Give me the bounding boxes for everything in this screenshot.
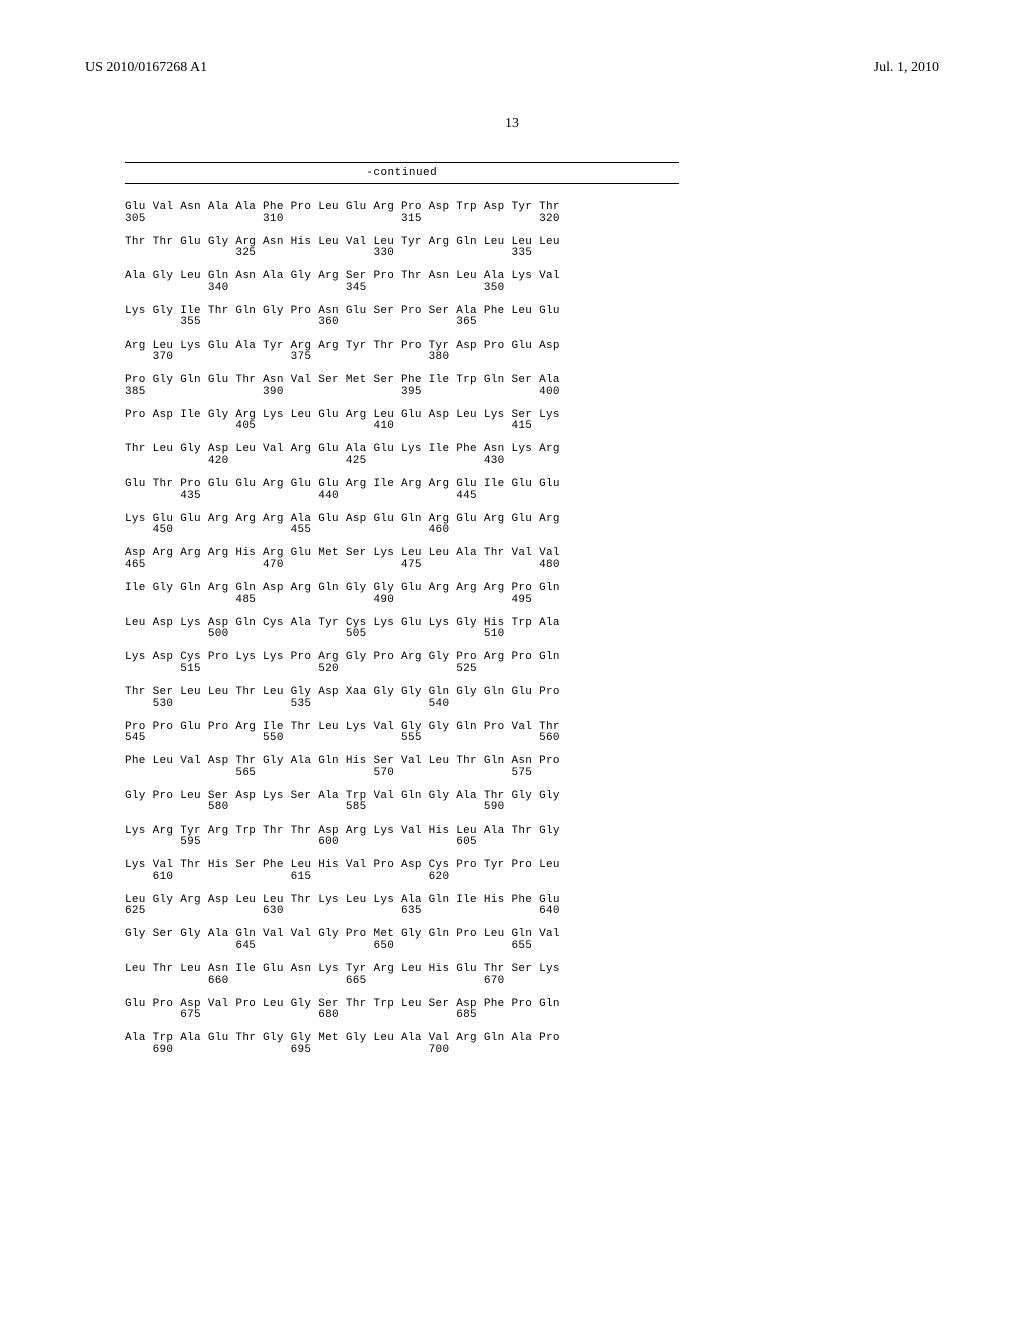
sequence-listing: Glu Val Asn Ala Ala Phe Pro Leu Glu Arg … [125,202,939,1056]
publication-date: Jul. 1, 2010 [874,60,939,76]
page-container: US 2010/0167268 A1 Jul. 1, 2010 13 -cont… [0,0,1024,1320]
continued-label: -continued [125,167,679,179]
continued-rule: -continued [125,162,679,184]
page-number: 13 [85,116,939,132]
patent-number: US 2010/0167268 A1 [85,60,207,76]
page-header: US 2010/0167268 A1 Jul. 1, 2010 [85,60,939,76]
